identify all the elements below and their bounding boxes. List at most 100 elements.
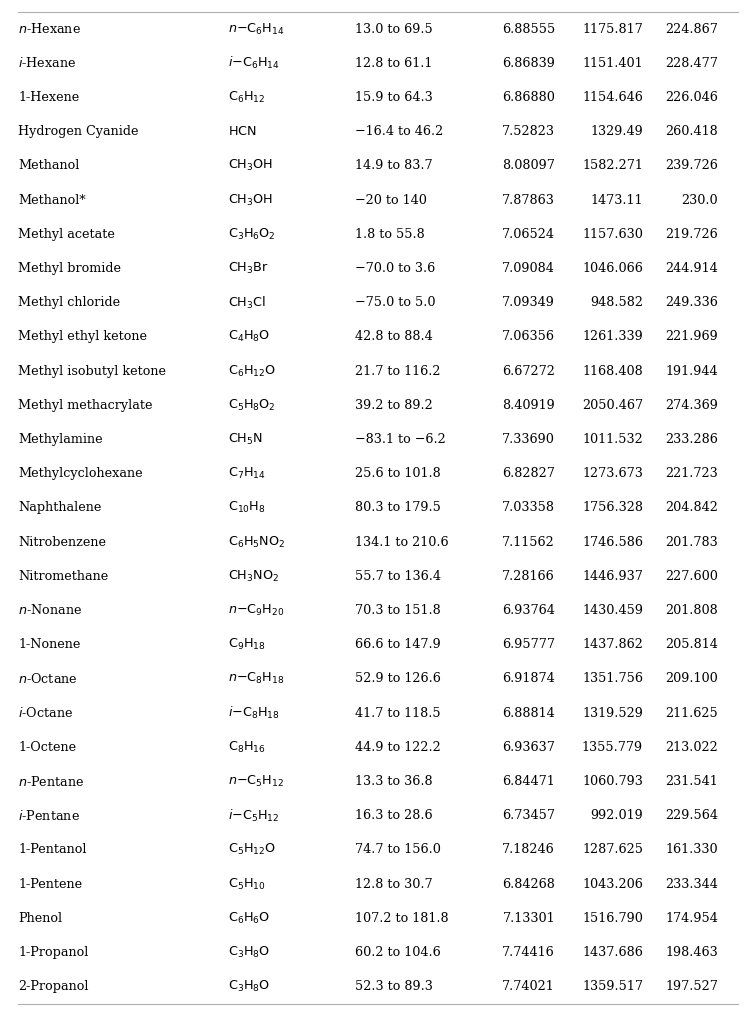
- Text: 7.28166: 7.28166: [502, 569, 555, 583]
- Text: −70.0 to 3.6: −70.0 to 3.6: [355, 262, 435, 275]
- Text: 6.84471: 6.84471: [502, 775, 555, 788]
- Text: 221.723: 221.723: [665, 467, 718, 480]
- Text: 197.527: 197.527: [665, 980, 718, 993]
- Text: 1-Propanol: 1-Propanol: [18, 946, 88, 959]
- Text: $\mathrm{HCN}$: $\mathrm{HCN}$: [228, 125, 257, 138]
- Text: $\mathit{i}$-Pentane: $\mathit{i}$-Pentane: [18, 809, 80, 822]
- Text: 992.019: 992.019: [590, 809, 643, 822]
- Text: 52.3 to 89.3: 52.3 to 89.3: [355, 980, 433, 993]
- Text: 1046.066: 1046.066: [582, 262, 643, 275]
- Text: 1157.630: 1157.630: [582, 227, 643, 241]
- Text: 6.93637: 6.93637: [502, 740, 555, 754]
- Text: 7.13301: 7.13301: [503, 911, 555, 925]
- Text: 66.6 to 147.9: 66.6 to 147.9: [355, 638, 441, 651]
- Text: Methyl methacrylate: Methyl methacrylate: [18, 398, 153, 412]
- Text: 70.3 to 151.8: 70.3 to 151.8: [355, 604, 441, 617]
- Text: $\mathrm{C_{7}H_{14}}$: $\mathrm{C_{7}H_{14}}$: [228, 466, 265, 481]
- Text: $\mathit{n}$-Pentane: $\mathit{n}$-Pentane: [18, 774, 85, 788]
- Text: 107.2 to 181.8: 107.2 to 181.8: [355, 911, 448, 925]
- Text: 44.9 to 122.2: 44.9 to 122.2: [355, 740, 441, 754]
- Text: $\mathrm{C_{5}H_{10}}$: $\mathrm{C_{5}H_{10}}$: [228, 877, 265, 892]
- Text: 229.564: 229.564: [665, 809, 718, 822]
- Text: 205.814: 205.814: [665, 638, 718, 651]
- Text: 1261.339: 1261.339: [582, 331, 643, 343]
- Text: 161.330: 161.330: [665, 844, 718, 856]
- Text: 8.08097: 8.08097: [502, 160, 555, 172]
- Text: 233.344: 233.344: [665, 878, 718, 891]
- Text: 227.600: 227.600: [665, 569, 718, 583]
- Text: 1154.646: 1154.646: [582, 91, 643, 104]
- Text: Naphthalene: Naphthalene: [18, 502, 101, 514]
- Text: 6.88814: 6.88814: [502, 707, 555, 720]
- Text: 1060.793: 1060.793: [582, 775, 643, 788]
- Text: 7.06524: 7.06524: [502, 227, 555, 241]
- Text: 16.3 to 28.6: 16.3 to 28.6: [355, 809, 432, 822]
- Text: $\mathit{n}\mathrm{-C_{6}H_{14}}$: $\mathit{n}\mathrm{-C_{6}H_{14}}$: [228, 22, 284, 37]
- Text: 52.9 to 126.6: 52.9 to 126.6: [355, 673, 441, 685]
- Text: 6.86880: 6.86880: [502, 91, 555, 104]
- Text: $\mathit{n}\mathrm{-C_{5}H_{12}}$: $\mathit{n}\mathrm{-C_{5}H_{12}}$: [228, 774, 284, 790]
- Text: 228.477: 228.477: [665, 56, 718, 70]
- Text: 7.87863: 7.87863: [502, 194, 555, 207]
- Text: 1151.401: 1151.401: [582, 56, 643, 70]
- Text: $\mathrm{C_{8}H_{16}}$: $\mathrm{C_{8}H_{16}}$: [228, 739, 265, 755]
- Text: 6.95777: 6.95777: [502, 638, 555, 651]
- Text: $\mathit{i}\mathrm{-C_{6}H_{14}}$: $\mathit{i}\mathrm{-C_{6}H_{14}}$: [228, 55, 280, 72]
- Text: 231.541: 231.541: [665, 775, 718, 788]
- Text: 191.944: 191.944: [665, 365, 718, 378]
- Text: 1446.937: 1446.937: [582, 569, 643, 583]
- Text: 224.867: 224.867: [665, 23, 718, 36]
- Text: 211.625: 211.625: [665, 707, 718, 720]
- Text: 274.369: 274.369: [665, 398, 718, 412]
- Text: −83.1 to −6.2: −83.1 to −6.2: [355, 433, 446, 446]
- Text: 239.726: 239.726: [665, 160, 718, 172]
- Text: 1473.11: 1473.11: [590, 194, 643, 207]
- Text: 244.914: 244.914: [665, 262, 718, 275]
- Text: $\mathrm{C_{3}H_{8}O}$: $\mathrm{C_{3}H_{8}O}$: [228, 945, 270, 961]
- Text: 1582.271: 1582.271: [582, 160, 643, 172]
- Text: 1351.756: 1351.756: [582, 673, 643, 685]
- Text: 6.82827: 6.82827: [502, 467, 555, 480]
- Text: 1-Nonene: 1-Nonene: [18, 638, 80, 651]
- Text: $\mathrm{CH_{3}OH}$: $\mathrm{CH_{3}OH}$: [228, 159, 273, 173]
- Text: $\mathrm{CH_{5}N}$: $\mathrm{CH_{5}N}$: [228, 432, 263, 447]
- Text: Phenol: Phenol: [18, 911, 62, 925]
- Text: −20 to 140: −20 to 140: [355, 194, 427, 207]
- Text: $\mathrm{C_{5}H_{12}O}$: $\mathrm{C_{5}H_{12}O}$: [228, 843, 276, 857]
- Text: 174.954: 174.954: [665, 911, 718, 925]
- Text: 1168.408: 1168.408: [582, 365, 643, 378]
- Text: 7.52823: 7.52823: [502, 125, 555, 138]
- Text: 1329.49: 1329.49: [590, 125, 643, 138]
- Text: 219.726: 219.726: [665, 227, 718, 241]
- Text: 134.1 to 210.6: 134.1 to 210.6: [355, 536, 448, 549]
- Text: Methanol: Methanol: [18, 160, 79, 172]
- Text: $\mathrm{C_{6}H_{6}O}$: $\mathrm{C_{6}H_{6}O}$: [228, 910, 270, 926]
- Text: 213.022: 213.022: [665, 740, 718, 754]
- Text: 249.336: 249.336: [665, 296, 718, 309]
- Text: Methylamine: Methylamine: [18, 433, 103, 446]
- Text: 2050.467: 2050.467: [582, 398, 643, 412]
- Text: $\mathrm{C_{4}H_{8}O}$: $\mathrm{C_{4}H_{8}O}$: [228, 330, 270, 344]
- Text: 6.91874: 6.91874: [502, 673, 555, 685]
- Text: $\mathit{i}$-Octane: $\mathit{i}$-Octane: [18, 707, 73, 720]
- Text: 7.03358: 7.03358: [502, 502, 555, 514]
- Text: 209.100: 209.100: [665, 673, 718, 685]
- Text: 1175.817: 1175.817: [582, 23, 643, 36]
- Text: 6.88555: 6.88555: [502, 23, 555, 36]
- Text: −16.4 to 46.2: −16.4 to 46.2: [355, 125, 443, 138]
- Text: Methyl acetate: Methyl acetate: [18, 227, 115, 241]
- Text: 2-Propanol: 2-Propanol: [18, 980, 88, 993]
- Text: 7.09349: 7.09349: [502, 296, 555, 309]
- Text: $\mathrm{C_{9}H_{18}}$: $\mathrm{C_{9}H_{18}}$: [228, 637, 265, 652]
- Text: $\mathrm{CH_{3}OH}$: $\mathrm{CH_{3}OH}$: [228, 193, 273, 208]
- Text: 1-Pentanol: 1-Pentanol: [18, 844, 86, 856]
- Text: 204.842: 204.842: [665, 502, 718, 514]
- Text: $\mathrm{CH_{3}Cl}$: $\mathrm{CH_{3}Cl}$: [228, 295, 266, 310]
- Text: 230.0: 230.0: [681, 194, 718, 207]
- Text: 1011.532: 1011.532: [582, 433, 643, 446]
- Text: 60.2 to 104.6: 60.2 to 104.6: [355, 946, 441, 959]
- Text: 14.9 to 83.7: 14.9 to 83.7: [355, 160, 432, 172]
- Text: $\mathrm{C_{10}H_{8}}$: $\mathrm{C_{10}H_{8}}$: [228, 501, 265, 515]
- Text: Methyl chloride: Methyl chloride: [18, 296, 120, 309]
- Text: 1516.790: 1516.790: [582, 911, 643, 925]
